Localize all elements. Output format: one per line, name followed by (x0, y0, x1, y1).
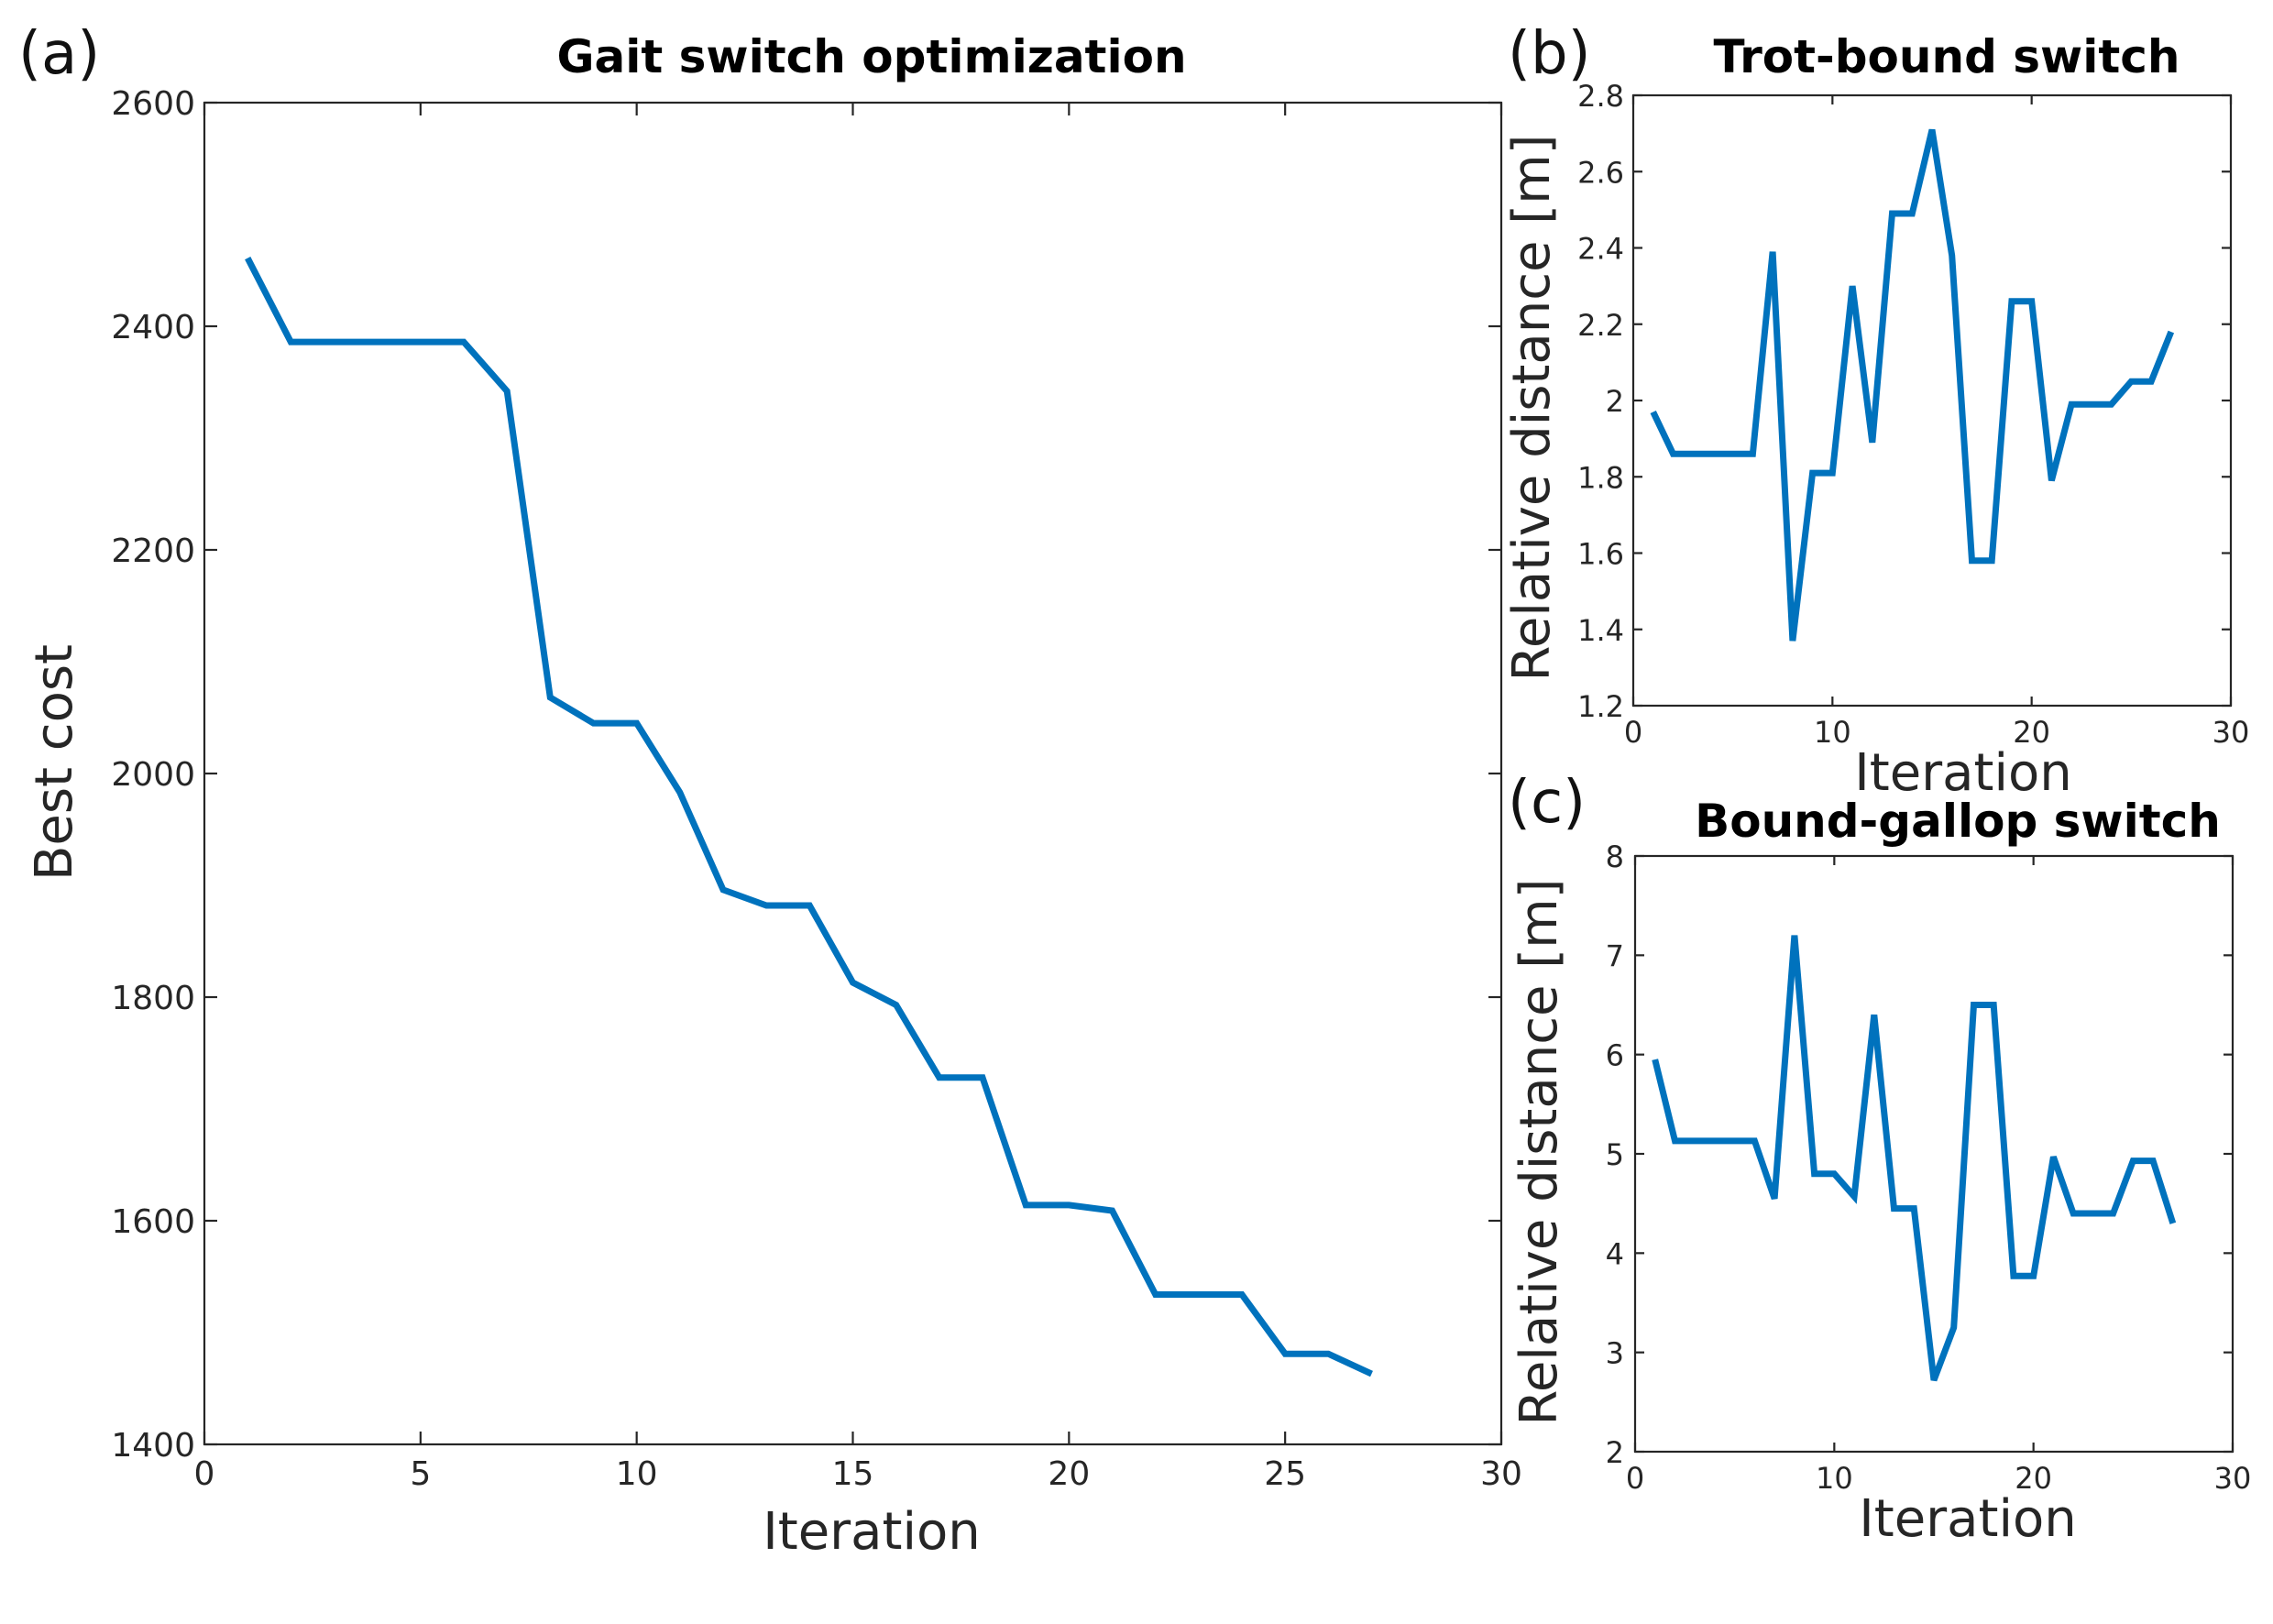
panel-c-x-tick-label: 0 (1626, 1461, 1644, 1496)
panel-a-axes-frame (203, 101, 1503, 1446)
panel-a-y-tick-label: 2400 (111, 309, 195, 346)
panel-b-label: (b) (1508, 20, 1591, 88)
panel-b-x-tick-label: 20 (2013, 715, 2050, 750)
panel-c-y-tick-label: 4 (1606, 1236, 1624, 1271)
panel-b-y-tick-label: 2 (1606, 384, 1624, 419)
panel-a-y-tick-label: 2600 (111, 85, 195, 123)
panel-c-label: (c) (1508, 769, 1586, 837)
panel-c-axes-frame (1633, 854, 2235, 1454)
panel-b-y-tick-label: 1.8 (1577, 460, 1624, 495)
panel-c-x-tick-label: 30 (2214, 1461, 2252, 1496)
panel-a-x-tick-label: 25 (1264, 1455, 1306, 1493)
panel-c-y-tick-label: 7 (1606, 938, 1624, 973)
panel-a-x-tick-label: 10 (616, 1455, 658, 1493)
panel-a-ticks: 0 5 10 15 20 25 30 1400 1600 1800 2000 2200 2400 2600 (111, 85, 1522, 1493)
panel-b-ticks: 0 10 20 30 1.2 1.4 1.6 1.8 2 2.2 2.4 2.6 2.8 (1577, 79, 2249, 750)
panel-a-x-tick-label: 0 (194, 1455, 215, 1493)
panel-a-x-axis-label: Iteration (763, 1502, 981, 1562)
panel-a-y-tick-label: 1800 (111, 980, 195, 1017)
panel-a-x-tick-label: 30 (1480, 1455, 1522, 1493)
panel-c-series-line (1652, 935, 2177, 1382)
panel-b-x-axis-label: Iteration (1854, 743, 2072, 803)
panel-b-y-tick-label: 1.2 (1577, 689, 1624, 724)
panel-a-x-tick-label: 20 (1048, 1455, 1090, 1493)
panel-c-ticks: 0 10 20 30 2 3 4 5 6 7 8 (1606, 839, 2252, 1496)
panel-a-gait-switch-optimization: (a) Gait switch optimization Iteration B… (18, 20, 1522, 1562)
panel-c-y-tick-label: 6 (1606, 1038, 1624, 1073)
panel-c-y-tick-label: 8 (1606, 839, 1624, 874)
panel-c-x-tick-label: 10 (1816, 1461, 1853, 1496)
panel-b-y-tick-label: 1.4 (1577, 613, 1624, 648)
panel-b-y-axis-label: Relative distance [m] (1502, 135, 1562, 682)
panel-b-x-tick-label: 10 (1814, 715, 1851, 750)
panel-b-y-tick-label: 2.4 (1577, 232, 1624, 267)
panel-c-x-tick-label: 20 (2015, 1461, 2052, 1496)
panel-c-bound-gallop-switch: (c) Bound-gallop switch Iteration Relati… (1508, 769, 2251, 1549)
panel-c-x-axis-label: Iteration (1859, 1489, 2077, 1549)
panel-b-y-tick-label: 2.6 (1577, 155, 1624, 190)
panel-b-series-line (1650, 128, 2175, 642)
panel-a-y-axis-label: Best cost (25, 644, 84, 881)
panel-b-trot-bound-switch: (b) Trot-bound switch Iteration Relative… (1502, 20, 2249, 803)
panel-a-y-tick-label: 1600 (111, 1203, 195, 1241)
panel-a-label: (a) (18, 20, 100, 88)
panel-a-x-tick-label: 15 (832, 1455, 874, 1493)
panel-a-series-line (245, 256, 1373, 1377)
panel-c-y-axis-label: Relative distance [m] (1510, 879, 1569, 1426)
panel-a-y-tick-label: 1400 (111, 1427, 195, 1465)
panel-b-axes-frame (1631, 93, 2233, 708)
panel-b-x-tick-label: 30 (2213, 715, 2250, 750)
panel-b-y-tick-label: 2.2 (1577, 308, 1624, 343)
panel-c-y-tick-label: 2 (1606, 1435, 1624, 1470)
panel-c-y-tick-label: 5 (1606, 1137, 1624, 1172)
panel-c-title: Bound-gallop switch (1695, 795, 2221, 848)
panel-b-y-tick-label: 1.6 (1577, 537, 1624, 572)
panel-b-y-tick-label: 2.8 (1577, 79, 1624, 114)
panel-a-x-tick-label: 5 (410, 1455, 431, 1493)
panel-a-title: Gait switch optimization (556, 30, 1186, 83)
panel-c-y-tick-label: 3 (1606, 1336, 1624, 1371)
panel-a-y-tick-label: 2000 (111, 756, 195, 794)
panel-a-y-tick-label: 2200 (111, 532, 195, 570)
panel-b-x-tick-label: 0 (1624, 715, 1642, 750)
panel-b-title: Trot-bound switch (1713, 30, 2180, 83)
